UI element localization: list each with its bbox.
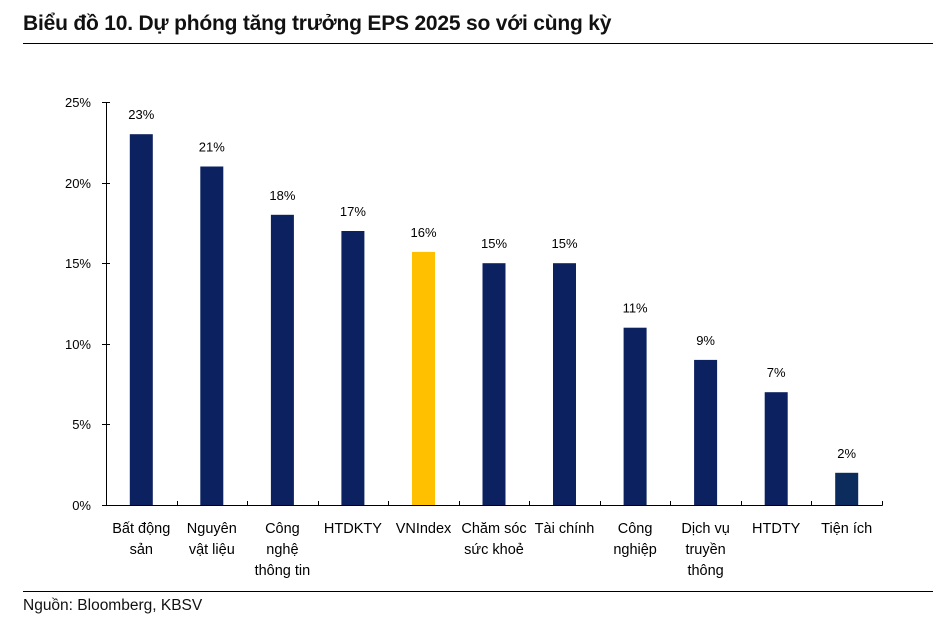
y-tick-label: 25% — [65, 95, 91, 110]
y-tick-label: 10% — [65, 337, 91, 352]
data-label: 16% — [410, 225, 436, 240]
bar — [200, 166, 224, 505]
y-tick-label: 20% — [65, 176, 91, 191]
data-label: 15% — [551, 236, 577, 251]
category-labels: Bất động sản Nguyên vật liệu Công nghệ thông t… — [112, 521, 872, 579]
bar — [341, 231, 365, 505]
data-labels: 23% 21% 18% 17% 16% 15% 15% 11% 9% 7% 2% — [128, 107, 856, 461]
bar — [694, 359, 718, 505]
bars — [129, 134, 859, 506]
bar — [129, 134, 153, 505]
category-label: Bất động sản — [112, 521, 170, 558]
category-label-line: Tài chính — [535, 521, 595, 537]
category-label-line: sức khoẻ — [464, 542, 524, 558]
chart-title: Biểu đồ 10. Dự phóng tăng trưởng EPS 202… — [23, 12, 612, 35]
category-label: Tiện ích — [821, 521, 872, 537]
category-label-line: nghệ — [266, 542, 298, 558]
bar — [412, 251, 435, 505]
data-label: 2% — [837, 446, 856, 461]
data-label: 21% — [199, 140, 225, 155]
bar — [835, 472, 859, 505]
y-tick-label: 0% — [72, 498, 91, 513]
data-label: 18% — [269, 188, 295, 203]
x-axis — [106, 501, 883, 506]
category-label-line: sản — [130, 542, 153, 558]
bar — [764, 392, 788, 505]
category-label-line: Tiện ích — [821, 521, 872, 537]
source-divider — [23, 591, 933, 592]
category-label-line: thông tin — [255, 563, 311, 579]
category-label-line: Công — [618, 521, 653, 537]
category-label-line: VNIndex — [396, 521, 452, 537]
data-label: 7% — [767, 365, 786, 380]
y-tick-label: 15% — [65, 256, 91, 271]
category-label: Chăm sóc sức khoẻ — [461, 521, 526, 558]
category-label-line: Nguyên — [187, 521, 237, 537]
source-note: Nguồn: Bloomberg, KBSV — [23, 597, 203, 614]
category-label: VNIndex — [396, 521, 452, 537]
category-label-line: Chăm sóc — [461, 521, 526, 537]
category-label: HTDKTY — [324, 521, 382, 537]
data-label: 15% — [481, 236, 507, 251]
category-label: HTDTY — [752, 521, 801, 537]
y-axis: 0% 5% 10% 15% 20% 25% — [65, 95, 110, 513]
title-divider — [23, 43, 933, 44]
y-tick-label: 5% — [72, 417, 91, 432]
category-label-line: thông — [687, 563, 723, 579]
category-label-line: Bất động — [112, 521, 170, 537]
data-label: 23% — [128, 107, 154, 122]
bar — [553, 263, 576, 505]
data-label: 17% — [340, 204, 366, 219]
category-label: Công nghệ thông tin — [255, 521, 311, 579]
bar — [270, 214, 294, 506]
category-label: Nguyên vật liệu — [187, 521, 237, 558]
category-label: Tài chính — [535, 521, 595, 537]
category-label: Công nghiệp — [613, 521, 657, 558]
data-label: 11% — [623, 301, 648, 316]
category-label-line: Dịch vụ — [681, 521, 729, 537]
data-label: 9% — [696, 333, 715, 348]
category-label-line: HTDKTY — [324, 521, 382, 537]
category-label: Dịch vụ truyền thông — [681, 521, 729, 579]
category-label-line: vật liệu — [189, 542, 235, 558]
category-label-line: Công — [265, 521, 300, 537]
bar — [482, 263, 506, 505]
bar — [623, 327, 647, 505]
category-label-line: nghiệp — [613, 542, 657, 558]
category-label-line: HTDTY — [752, 521, 801, 537]
category-label-line: truyền — [685, 542, 725, 558]
